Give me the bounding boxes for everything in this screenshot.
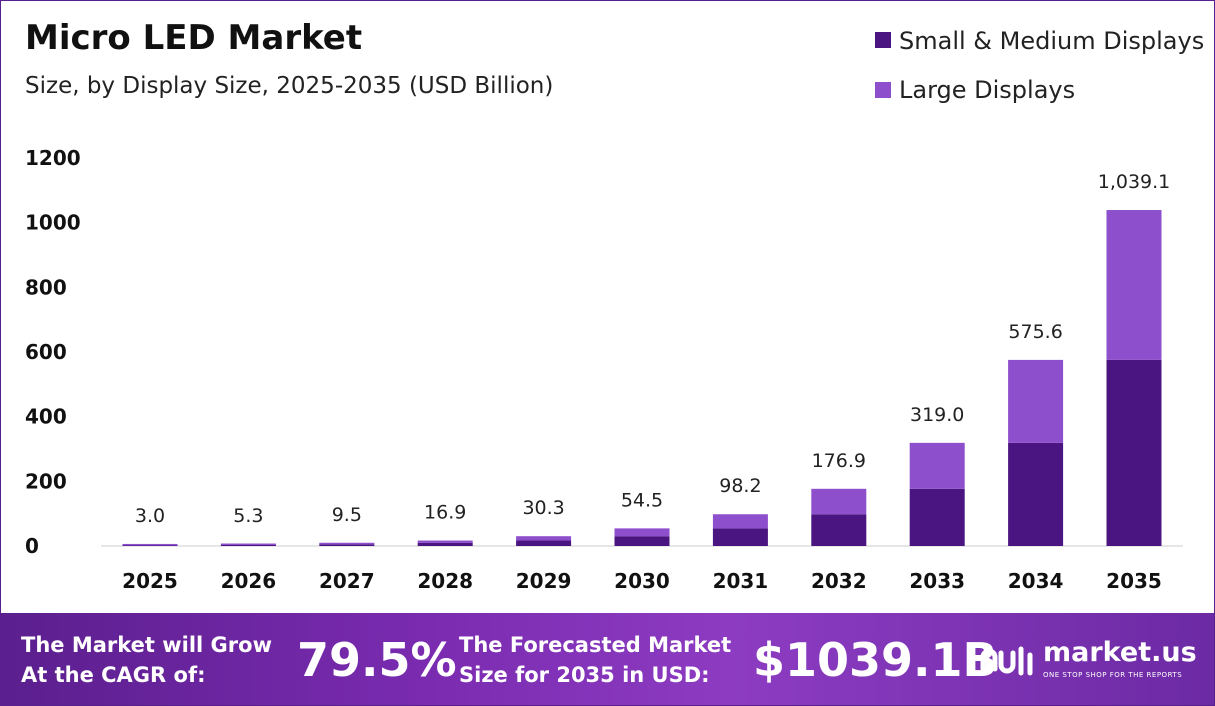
- bar-segment-small-medium-2026: [220, 544, 276, 546]
- bar-segment-large-2034: [1008, 359, 1064, 443]
- brand-tagline: ONE STOP SHOP FOR THE REPORTS: [1043, 671, 1183, 679]
- bars: [122, 210, 1162, 546]
- data-label-total: 9.5: [332, 504, 362, 526]
- x-tick-label: 2025: [122, 569, 178, 593]
- bar-segment-large-2027: [319, 542, 375, 545]
- bar-segment-large-2028: [417, 540, 473, 543]
- bar-segment-small-medium-2034: [1008, 442, 1064, 546]
- x-tick-label: 2035: [1106, 569, 1162, 593]
- legend: Small & Medium Displays Large Displays: [875, 27, 1204, 104]
- bar-segment-small-medium-2029: [516, 540, 572, 546]
- bar-segment-small-medium-2030: [614, 536, 670, 546]
- bar-segment-large-2026: [220, 543, 276, 546]
- bar-segment-small-medium-2031: [712, 528, 768, 546]
- y-tick-label: 800: [25, 275, 67, 299]
- data-labels: 3.0 5.3 9.5 16.9 30.3 54.5 98.2 176.9 319.0 575.6…: [135, 171, 1170, 527]
- data-label-total: 1,039.1: [1098, 171, 1171, 193]
- x-tick-label: 2029: [516, 569, 572, 593]
- x-tick-label: 2032: [811, 569, 867, 593]
- data-label-total: 54.5: [621, 489, 663, 511]
- bar-segment-large-2031: [712, 514, 768, 529]
- footer-banner: The Market will Grow At the CAGR of: 79.…: [1, 613, 1214, 705]
- bar-segment-small-medium-2033: [909, 488, 965, 546]
- legend-swatch-large: [875, 82, 891, 98]
- cagr-caption-line1: The Market will Grow: [21, 633, 272, 657]
- legend-label-small-medium: Small & Medium Displays: [899, 27, 1204, 55]
- data-label-total: 5.3: [233, 505, 263, 527]
- data-label-total: 98.2: [719, 475, 761, 497]
- data-label-total: 319.0: [910, 404, 964, 426]
- x-tick-label: 2028: [417, 569, 473, 593]
- bar-segment-small-medium-2032: [811, 514, 867, 546]
- x-tick-label: 2030: [614, 569, 670, 593]
- chart-title: Micro LED Market: [25, 18, 362, 58]
- y-axis: 0 200 400 600 800 1000 1200: [25, 146, 81, 558]
- bar-segment-large-2035: [1106, 210, 1162, 360]
- y-tick-label: 1000: [25, 211, 81, 235]
- data-label-total: 176.9: [812, 450, 866, 472]
- cagr-caption-line2: At the CAGR of:: [21, 663, 206, 687]
- size-caption-line2: Size for 2035 in USD:: [459, 663, 710, 687]
- chart-subtitle: Size, by Display Size, 2025-2035 (USD Bi…: [25, 73, 553, 99]
- x-tick-label: 2026: [221, 569, 277, 593]
- x-tick-label: 2034: [1008, 569, 1064, 593]
- size-caption-line1: The Forecasted Market: [459, 633, 732, 657]
- data-label-total: 3.0: [135, 505, 165, 527]
- y-tick-label: 0: [25, 534, 39, 558]
- x-tick-label: 2033: [909, 569, 965, 593]
- chart-canvas: Micro LED Market Size, by Display Size, …: [25, 18, 1204, 593]
- bar-segment-large-2025: [122, 543, 178, 546]
- data-label-total: 16.9: [424, 502, 466, 524]
- x-tick-label: 2031: [713, 569, 769, 593]
- data-label-total: 575.6: [1008, 321, 1062, 343]
- bar-segment-large-2029: [516, 536, 572, 541]
- legend-swatch-small-medium: [875, 32, 891, 48]
- cagr-value: 79.5%: [297, 633, 457, 687]
- bar-segment-large-2032: [811, 488, 867, 515]
- market-us-logo-icon: [980, 646, 1033, 676]
- legend-label-large: Large Displays: [899, 76, 1075, 104]
- bar-segment-small-medium-2035: [1106, 359, 1162, 546]
- y-tick-label: 200: [25, 469, 67, 493]
- brand-name: market.us: [1043, 637, 1197, 668]
- x-axis: 2025 2026 2027 2028 2029 2030 2031 2032 2033 2034…: [122, 569, 1162, 593]
- x-tick-label: 2027: [319, 569, 375, 593]
- y-tick-label: 400: [25, 405, 67, 429]
- data-label-total: 30.3: [522, 497, 564, 519]
- y-tick-label: 1200: [25, 146, 81, 170]
- y-tick-label: 600: [25, 340, 67, 364]
- bar-segment-large-2030: [614, 528, 670, 537]
- brand-logo: market.us ONE STOP SHOP FOR THE REPORTS: [979, 635, 1209, 691]
- market-size-value: $1039.1B: [753, 633, 998, 687]
- bar-segment-small-medium-2028: [417, 542, 473, 546]
- bar-segment-small-medium-2027: [319, 544, 375, 546]
- bar-segment-large-2033: [909, 442, 965, 489]
